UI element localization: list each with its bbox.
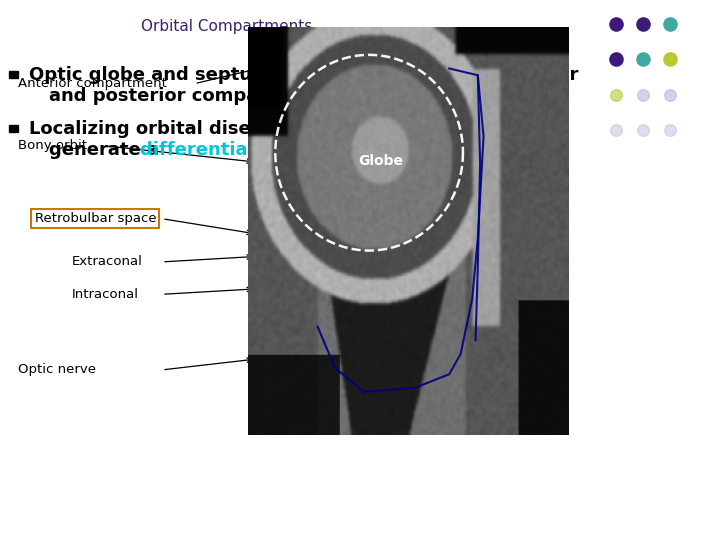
Point (665, 90, 676, 99)
Point (665, 125, 676, 134)
Point (637, 90, 649, 99)
Text: Optic nerve: Optic nerve (18, 363, 96, 376)
Point (610, 55, 621, 64)
Text: Intraconal: Intraconal (72, 288, 139, 301)
Text: Extraconal: Extraconal (72, 255, 143, 268)
Text: Anterior compartment: Anterior compartment (18, 77, 167, 90)
Text: differential diagnosis.: differential diagnosis. (140, 141, 363, 159)
Point (610, 90, 621, 99)
Text: Retrobulbar space: Retrobulbar space (35, 212, 156, 225)
Text: Localizing orbital disease to compartment helps: Localizing orbital disease to compartmen… (29, 119, 516, 138)
Point (610, 125, 621, 134)
FancyBboxPatch shape (9, 125, 18, 132)
Text: and posterior compartments: and posterior compartments (49, 87, 338, 105)
Point (610, 20, 621, 29)
Point (637, 20, 649, 29)
Point (637, 55, 649, 64)
Text: Optic globe and septum divides the orbit into anterior: Optic globe and septum divides the orbit… (29, 65, 578, 84)
Text: Globe: Globe (358, 154, 403, 168)
Text: generate a: generate a (49, 141, 165, 159)
Point (665, 20, 676, 29)
FancyBboxPatch shape (9, 71, 18, 78)
Text: Orbital Compartments: Orbital Compartments (141, 19, 312, 34)
Text: Bony orbit: Bony orbit (18, 139, 87, 152)
Point (637, 125, 649, 134)
Point (665, 55, 676, 64)
